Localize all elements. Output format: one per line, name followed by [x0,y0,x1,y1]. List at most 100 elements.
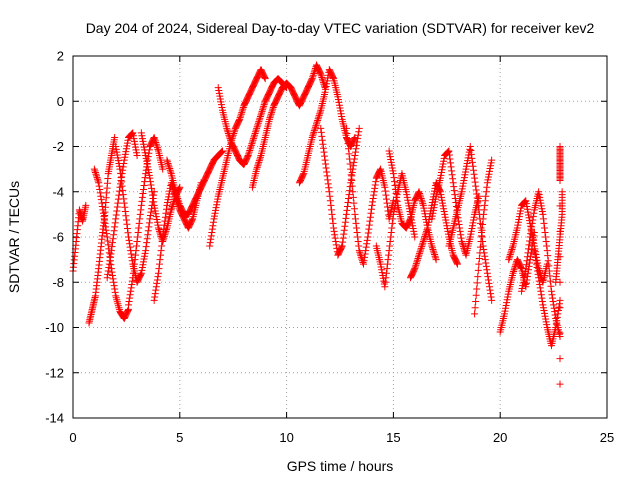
data-point [527,226,535,234]
data-point [109,239,117,247]
data-point [556,202,564,210]
data-point [95,179,103,187]
data-point [299,171,307,179]
data-point [538,297,546,305]
data-point [99,209,107,217]
data-point [545,267,553,275]
data-point [238,109,246,117]
data-point [104,237,112,245]
data-point [315,111,323,119]
data-point [91,167,99,175]
data-point [351,148,359,156]
data-point [445,151,453,159]
data-point [147,181,155,189]
data-point [474,202,482,210]
data-point [97,192,105,200]
data-point [351,215,359,223]
data-point [226,135,234,143]
data-point [138,197,146,205]
data-point [556,296,564,304]
data-point [481,201,489,209]
data-point [536,281,544,289]
data-point [268,109,276,117]
data-point [507,247,515,255]
data-point [473,279,481,287]
y-axis-title: SDTVAR / TECUs [6,181,22,293]
data-point [387,233,395,241]
data-point [168,204,176,212]
data-point [124,229,132,237]
data-point [475,260,483,268]
data-point [339,234,347,242]
data-point [419,239,427,247]
data-point [256,153,264,161]
data-point [154,273,162,281]
data-point [100,213,108,221]
data-point [223,126,231,134]
data-point [381,278,389,286]
data-point [132,247,140,255]
data-point [342,210,350,218]
data-point [130,265,138,273]
data-point [428,242,436,250]
data-point [101,216,109,224]
data-point [431,252,439,260]
data-point [388,219,396,227]
data-point [150,296,158,304]
data-point [316,108,324,116]
data-point [538,294,546,302]
data-point [111,219,119,227]
data-point [129,274,137,282]
data-point [134,228,142,236]
data-point [341,218,349,226]
data-point [96,185,104,193]
data-point [421,231,429,239]
data-point [474,198,482,206]
data-point [166,165,174,173]
data-point [122,212,130,220]
data-point [537,287,545,295]
data-point [126,291,134,299]
data-point [158,238,166,246]
data-point [450,187,458,195]
data-point [155,226,163,234]
data-point [144,227,152,235]
data-point [367,209,375,217]
data-point [351,152,359,160]
data-point [382,269,390,277]
data-point [131,256,139,264]
data-point [473,190,481,198]
data-point [533,264,541,272]
data-point [418,198,426,206]
data-point [136,210,144,218]
data-point [416,189,424,197]
data-point [156,227,164,235]
data-point [432,254,440,262]
data-point [350,205,358,213]
data-point [253,165,261,173]
data-point [134,233,142,241]
data-point [136,215,144,223]
data-point [450,183,458,191]
data-point [151,293,159,301]
x-tick-label: 20 [493,430,507,445]
data-point [470,170,478,178]
data-point [325,184,333,192]
data-point [474,266,482,274]
data-point [109,275,117,283]
data-point [144,156,152,164]
data-point [370,191,378,199]
data-point [354,238,362,246]
data-point [104,241,112,249]
data-point [541,228,549,236]
data-point [362,243,370,251]
data-point [414,254,422,262]
data-point [148,188,156,196]
data-point [416,191,424,199]
data-point [256,155,264,163]
data-point [323,172,331,180]
data-point [113,207,121,215]
data-point [346,187,354,195]
data-point [390,174,398,182]
data-point [126,243,134,251]
